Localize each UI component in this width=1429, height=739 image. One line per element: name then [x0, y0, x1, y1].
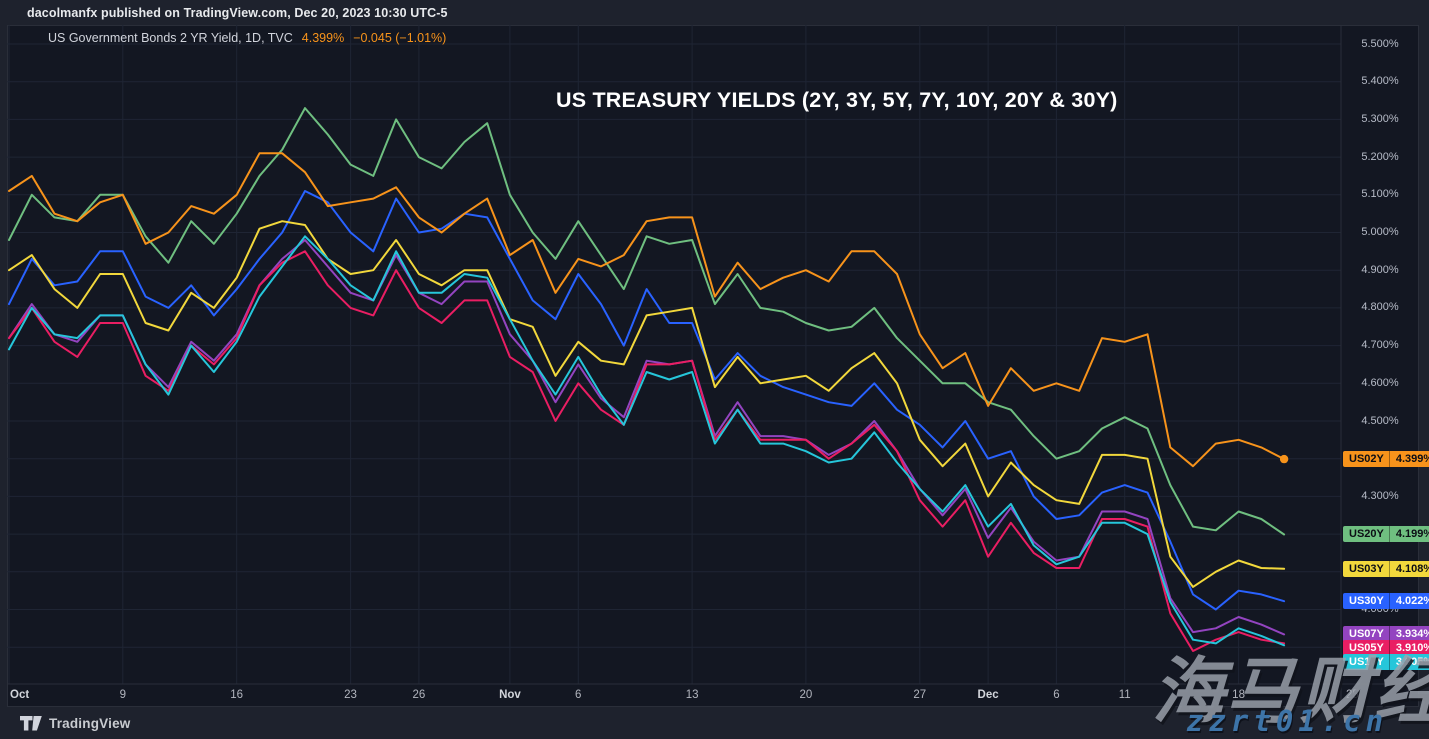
time-tick-label: Dec	[977, 689, 999, 701]
price-tick-label: 4.600%	[1361, 376, 1399, 389]
price-tick-label: 4.800%	[1361, 301, 1399, 314]
time-tick-label: 6	[1053, 689, 1060, 701]
price-tick-label: 5.400%	[1361, 75, 1399, 88]
symbol-title: US Government Bonds 2 YR Yield, 1D, TVC	[48, 31, 293, 45]
price-tick-label: 4.300%	[1361, 489, 1399, 502]
time-tick-label: 20	[799, 689, 813, 701]
watermark-cn: 海马财经	[1152, 652, 1429, 732]
price-label-US07Y: US07Y 3.934%	[1343, 626, 1429, 643]
footer-bar: TradingView	[0, 707, 1429, 739]
last-value: 4.399%	[301, 31, 345, 45]
price-tick-label: 4.500%	[1361, 414, 1399, 427]
price-label-ticker: US02Y	[1349, 453, 1384, 466]
time-tick-label: Oct	[10, 689, 30, 701]
price-label-US03Y: US03Y 4.108%	[1343, 560, 1429, 577]
time-tick-label: 16	[230, 689, 244, 701]
chart-pane[interactable]	[7, 25, 1419, 707]
time-tick-label: 26	[412, 689, 426, 701]
price-tick-label: 4.700%	[1361, 339, 1399, 352]
price-tick-label: 4.900%	[1361, 263, 1399, 276]
price-label-value: 3.910%	[1388, 640, 1429, 657]
price-label-US05Y: US05Y 3.910%	[1343, 640, 1429, 657]
time-tick-label: 6	[575, 689, 582, 701]
price-label-ticker: US03Y	[1349, 562, 1384, 575]
symbol-legend[interactable]: US Government Bonds 2 YR Yield, 1D, TVC 4…	[48, 31, 446, 45]
price-label-US10Y: US10Y 3.905%	[1343, 654, 1429, 671]
time-tick-label: 25	[1346, 689, 1359, 701]
price-label-US02Y: US02Y 4.399%	[1343, 451, 1429, 468]
tradingview-logo-icon[interactable]	[20, 715, 42, 731]
price-label-US30Y: US30Y 4.022%	[1343, 593, 1429, 610]
chart-title: US TREASURY YIELDS (2Y, 3Y, 5Y, 7Y, 10Y,…	[556, 88, 1118, 112]
time-tick-label: Nov	[499, 689, 521, 701]
price-label-ticker: US10Y	[1349, 656, 1384, 669]
price-tick-label: 5.100%	[1361, 188, 1399, 201]
price-label-ticker: US07Y	[1349, 628, 1384, 641]
price-label-ticker: US05Y	[1349, 642, 1384, 655]
watermark-url: zzrt01.cn	[1186, 704, 1389, 738]
time-tick-label: 9	[119, 689, 127, 701]
time-tick-label: 18	[1232, 689, 1245, 701]
price-label-value: 4.108%	[1388, 560, 1429, 577]
price-tick-label: 5.500%	[1361, 37, 1399, 50]
time-tick-label: 23	[344, 689, 357, 701]
tradingview-brand[interactable]: TradingView	[49, 715, 131, 731]
time-tick-label: 11	[1118, 689, 1131, 701]
price-label-value: 3.934%	[1388, 626, 1429, 643]
price-label-value: 4.399%	[1388, 451, 1429, 468]
price-label-value: 3.905%	[1388, 654, 1429, 671]
price-label-US20Y: US20Y 4.199%	[1343, 526, 1429, 543]
price-label-ticker: US20Y	[1349, 528, 1384, 541]
time-tick-label: 27	[913, 689, 927, 701]
price-tick-label: 5.200%	[1361, 150, 1399, 163]
time-tick-label: 13	[685, 689, 699, 701]
price-tick-label: 5.300%	[1361, 112, 1399, 125]
price-label-value: 4.022%	[1388, 593, 1429, 610]
change-value: −0.045 (−1.01%)	[353, 31, 447, 45]
publish-note: dacolmanfx published on TradingView.com,…	[27, 6, 448, 20]
price-label-value: 4.199%	[1388, 526, 1429, 543]
price-tick-label: 5.000%	[1361, 226, 1399, 238]
price-label-ticker: US30Y	[1349, 595, 1384, 608]
